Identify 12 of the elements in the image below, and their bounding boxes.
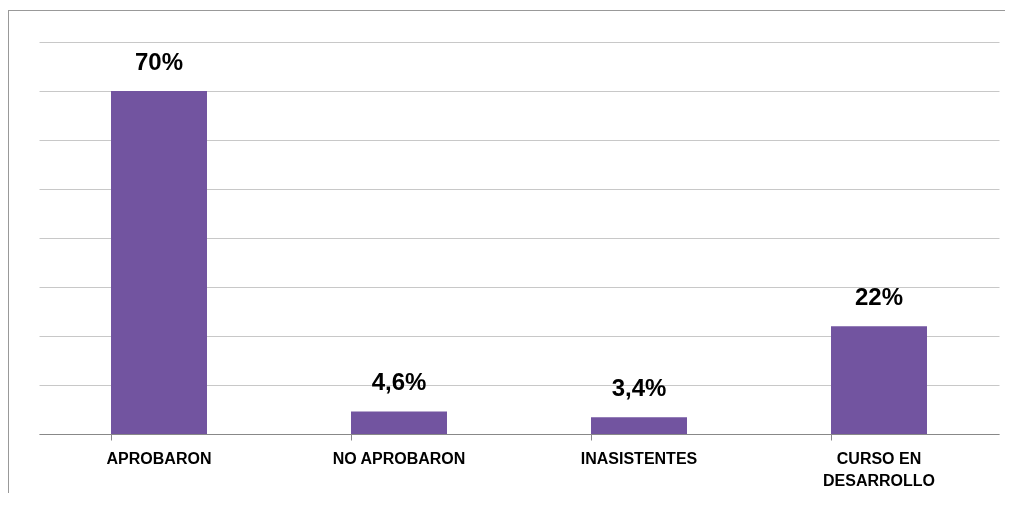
bar (351, 411, 447, 434)
x-tick-label: CURSO EN DESARROLLO (823, 449, 935, 489)
data-label: 4,6% (371, 368, 427, 396)
x-tick-label: NO APROBARON (332, 449, 466, 467)
bar (111, 91, 207, 434)
x-tick-label: INASISTENTES (580, 449, 698, 467)
data-label: 22% (854, 283, 904, 311)
data-label: 70% (134, 48, 184, 75)
data-label: 3,4% (611, 374, 667, 402)
bar (591, 417, 687, 434)
bar (831, 326, 927, 434)
x-tick-label: APROBARON (106, 449, 212, 467)
